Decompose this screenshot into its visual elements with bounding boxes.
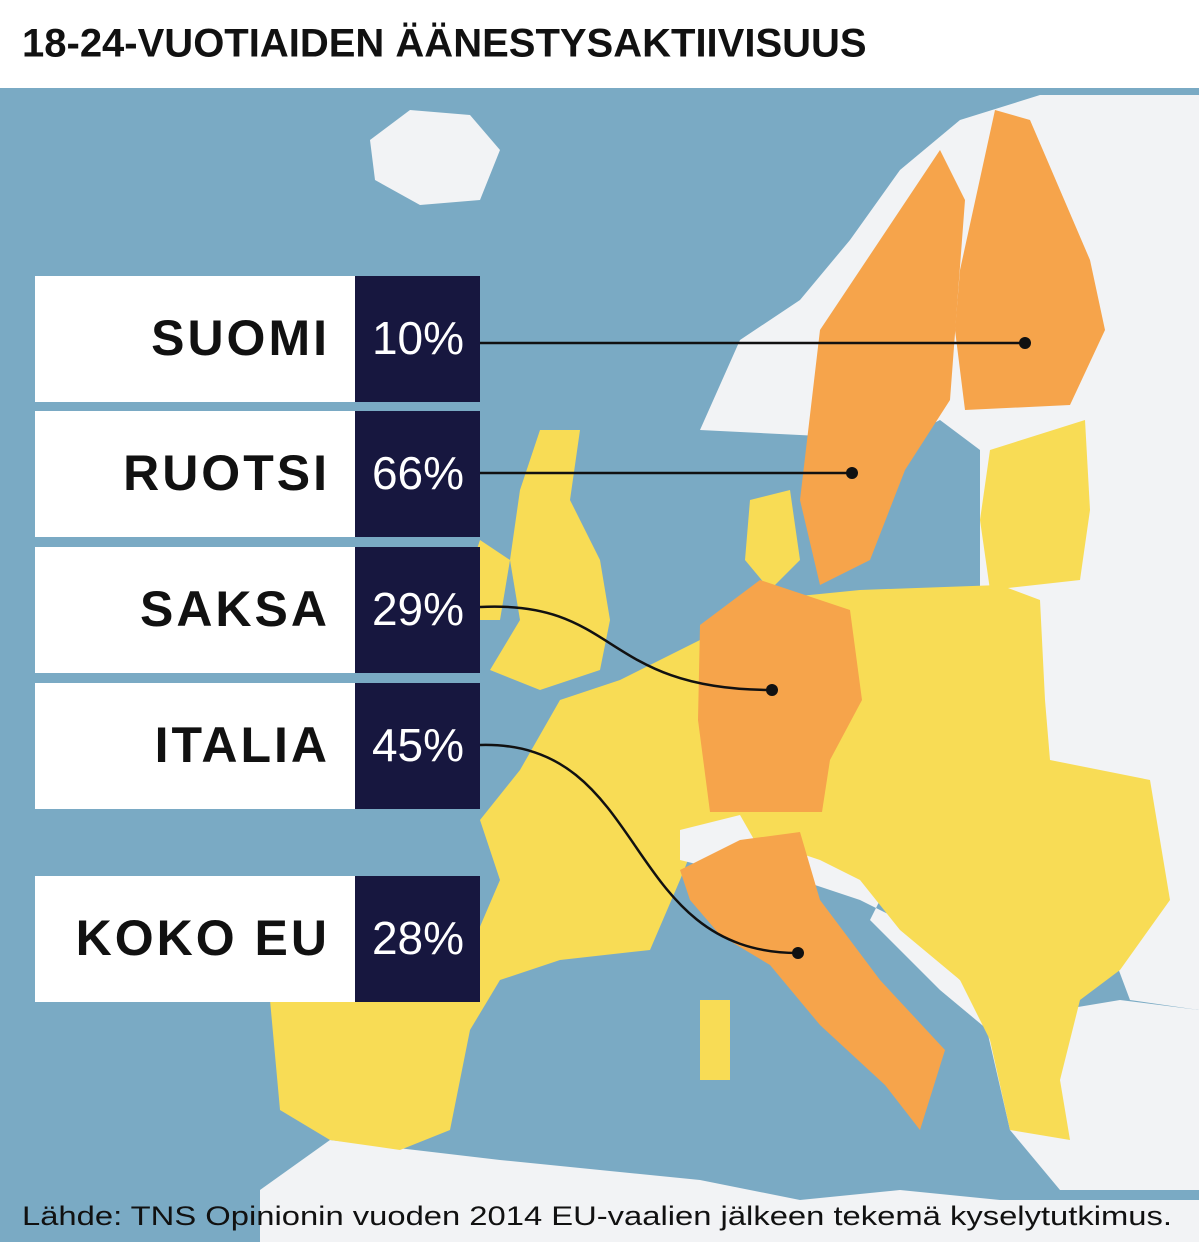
title-bar xyxy=(0,0,1199,88)
value-box xyxy=(355,683,480,809)
title: 18-24-VUOTIAIDEN ÄÄNESTYSAKTIIVISUUS xyxy=(22,22,867,66)
country-label: ITALIA xyxy=(155,717,330,773)
denmark xyxy=(745,490,800,590)
label-box xyxy=(35,547,355,673)
uk-ireland xyxy=(460,430,610,690)
turnout-value: 28% xyxy=(372,912,464,964)
sweden xyxy=(800,150,965,585)
marker xyxy=(846,467,858,479)
value-box xyxy=(355,547,480,673)
turnout-value: 66% xyxy=(372,447,464,499)
connector xyxy=(479,743,799,955)
turnout-value: 29% xyxy=(372,583,464,635)
label-box xyxy=(35,411,355,537)
country-label: SAKSA xyxy=(140,581,330,637)
turnout-value: 45% xyxy=(372,719,464,771)
marker xyxy=(792,947,804,959)
source: Lähde: TNS Opinionin vuoden 2014 EU-vaal… xyxy=(22,1201,1172,1231)
marker xyxy=(1019,337,1031,349)
country-label: SUOMI xyxy=(151,310,330,366)
label-box xyxy=(35,276,355,402)
iceland xyxy=(370,110,500,205)
italy xyxy=(680,832,945,1130)
country-label: KOKO EU xyxy=(76,910,330,966)
marker xyxy=(766,684,778,696)
value-box xyxy=(355,276,480,402)
label-box xyxy=(35,683,355,809)
finland xyxy=(955,110,1105,410)
germany xyxy=(698,580,862,812)
eu-mainland xyxy=(270,585,1170,1150)
turnout-value: 10% xyxy=(372,312,464,364)
value-box xyxy=(355,876,480,1002)
sardinia xyxy=(700,1000,730,1080)
connector xyxy=(479,605,773,692)
north-africa xyxy=(260,1140,1199,1242)
value-box xyxy=(355,411,480,537)
baltics xyxy=(980,420,1090,590)
label-rows: SUOMI 10% RUOTSI 66% SAKSA 29% ITALIA 45% KOKO E… xyxy=(35,276,480,1002)
label-box xyxy=(35,876,355,1002)
country-label: RUOTSI xyxy=(123,445,330,501)
